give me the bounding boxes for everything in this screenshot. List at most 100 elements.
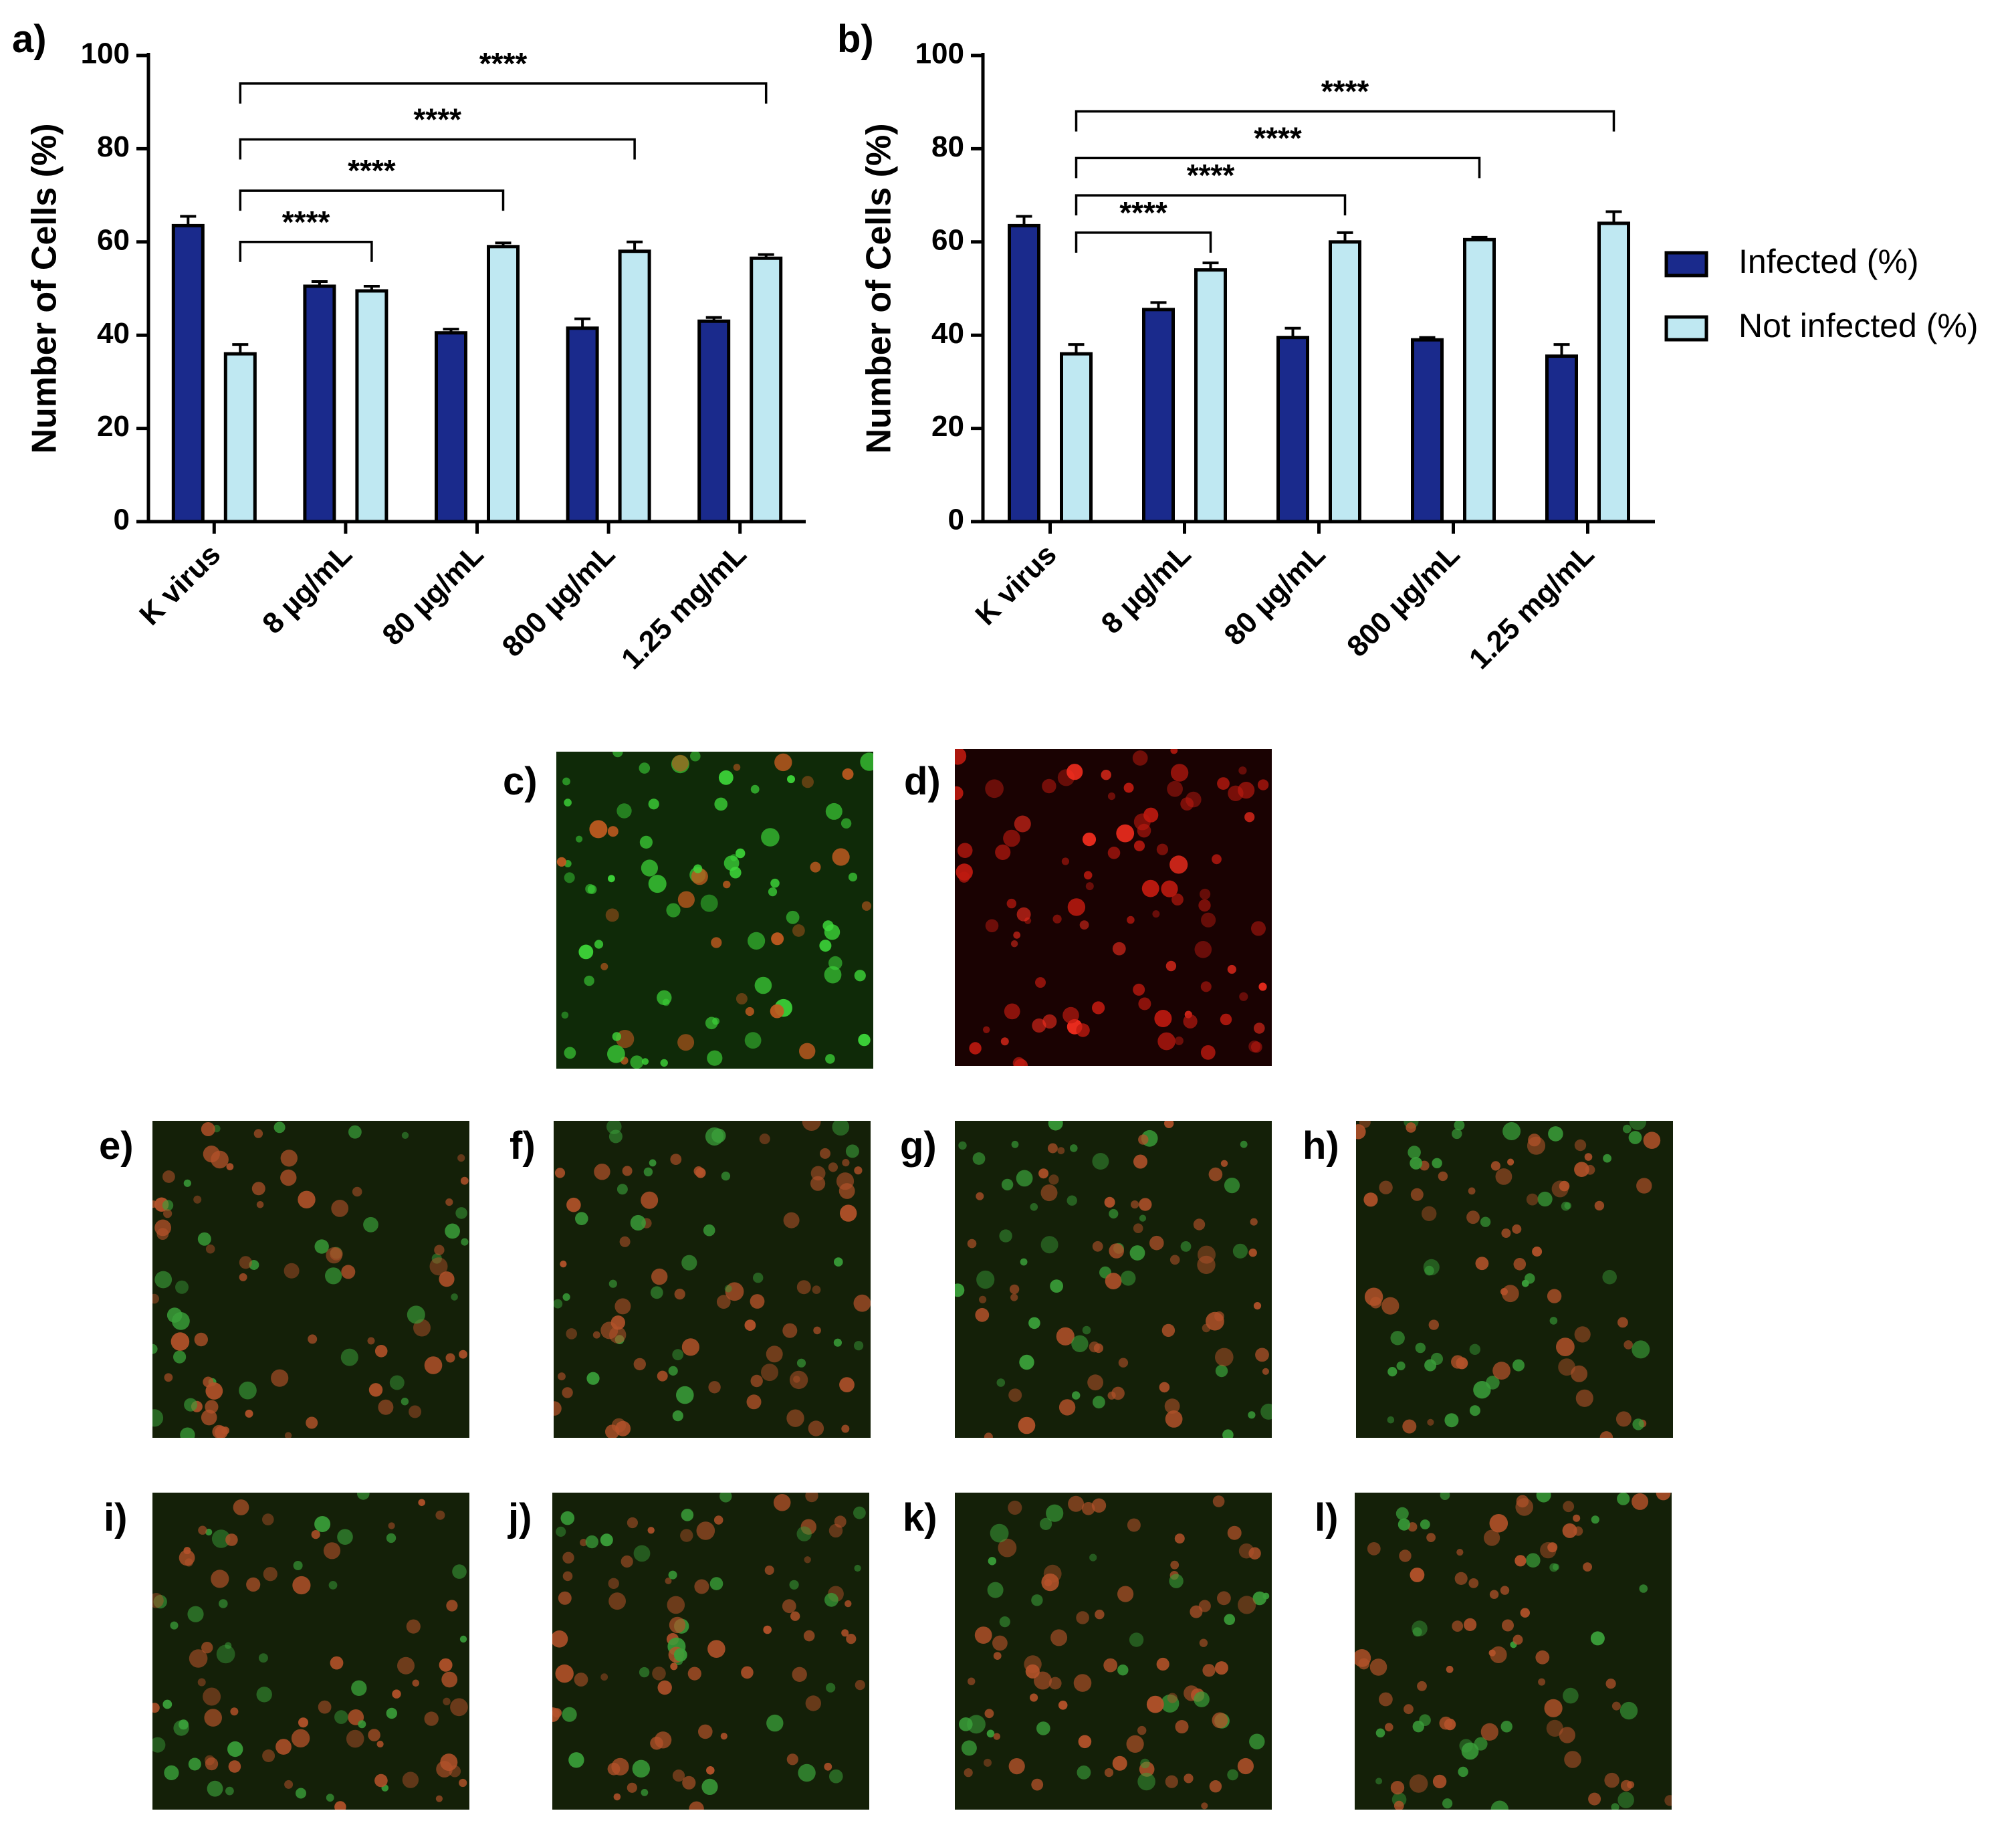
cell-dot xyxy=(246,1577,261,1592)
cell-dot xyxy=(253,1129,263,1138)
cell-dot xyxy=(1170,749,1178,754)
cell-dot xyxy=(1186,791,1202,808)
cell-dot xyxy=(291,1729,310,1747)
cell-dot xyxy=(346,1729,364,1748)
cell-dot xyxy=(627,1517,638,1529)
cell-dot xyxy=(774,753,792,772)
cell-dot xyxy=(959,1717,973,1731)
cell-dot xyxy=(690,752,701,762)
cell-dot xyxy=(630,1055,644,1069)
cell-dot xyxy=(562,1571,573,1582)
micrograph-label: f) xyxy=(510,1124,536,1168)
cell-dot xyxy=(1105,1273,1122,1289)
significance-bracket xyxy=(239,241,373,262)
cell-dot xyxy=(429,1257,448,1276)
cell-dot xyxy=(1248,1547,1261,1560)
cell-dot xyxy=(1014,815,1031,833)
cell-dot xyxy=(720,1733,727,1740)
cell-dot xyxy=(609,1326,627,1344)
cell-dot xyxy=(1012,1057,1025,1066)
cell-dot xyxy=(730,867,742,879)
cell-dot xyxy=(1390,1781,1405,1795)
significance-label: **** xyxy=(413,102,461,136)
cell-dot xyxy=(808,1420,824,1436)
cell-dot xyxy=(1073,1674,1092,1692)
cell-dot xyxy=(854,1341,864,1351)
cell-dot xyxy=(668,1366,678,1376)
cell-dot xyxy=(1200,1045,1216,1060)
cell-dot xyxy=(1208,1167,1223,1182)
cell-dot xyxy=(409,1405,422,1418)
cell-dot xyxy=(162,1170,175,1183)
bar-infected xyxy=(303,284,336,524)
cell-dot xyxy=(829,1769,843,1784)
cell-dot xyxy=(1250,1218,1258,1226)
panel-label-a: a) xyxy=(12,17,47,61)
cell-dot xyxy=(1164,1121,1174,1128)
y-axis-title: Number of Cells (%) xyxy=(25,123,64,453)
cell-dot xyxy=(562,777,570,786)
cell-dot xyxy=(1078,1735,1092,1749)
bar-infected xyxy=(1142,308,1175,524)
cell-dot xyxy=(696,1521,715,1540)
y-tick-label: 60 xyxy=(931,223,964,256)
cell-dot xyxy=(1420,1519,1430,1529)
cell-dot xyxy=(562,1551,574,1564)
micrograph-cells xyxy=(959,1495,1270,1810)
cell-dot xyxy=(617,1184,628,1195)
cell-dot xyxy=(328,1581,338,1590)
cell-dot xyxy=(1220,1160,1228,1167)
cell-dot xyxy=(314,1516,331,1532)
cell-dot xyxy=(1584,1153,1593,1161)
cell-dot xyxy=(1109,1243,1124,1259)
cell-dot xyxy=(813,1326,821,1335)
micrograph-label: h) xyxy=(1303,1124,1339,1168)
cell-dot xyxy=(1116,824,1135,843)
cell-dot xyxy=(1146,1695,1164,1713)
cell-dot xyxy=(1067,898,1086,916)
cell-dot xyxy=(792,924,805,937)
cell-dot xyxy=(1500,1288,1508,1295)
cell-dot xyxy=(861,901,872,911)
cell-dot xyxy=(461,1238,469,1246)
cell-dot xyxy=(1387,1367,1397,1377)
cell-dot xyxy=(443,1697,451,1705)
cell-dot xyxy=(402,1772,419,1788)
cell-dot xyxy=(323,1542,341,1560)
cell-dot xyxy=(992,1635,1008,1651)
cell-dot xyxy=(832,848,850,866)
cell-dot xyxy=(1563,1687,1579,1704)
cell-dot xyxy=(318,1700,332,1714)
cell-dot xyxy=(1170,1560,1180,1570)
cell-dot xyxy=(1112,1755,1127,1771)
cell-dot xyxy=(641,1058,649,1065)
cell-dot xyxy=(1369,1297,1382,1309)
cell-dot xyxy=(580,1539,588,1547)
cell-dot xyxy=(1629,1121,1646,1130)
bar-not-infected xyxy=(1194,268,1227,524)
cell-dot xyxy=(230,1707,239,1716)
cell-dot xyxy=(824,924,841,940)
cell-dot xyxy=(611,1757,629,1776)
cell-dot xyxy=(1137,823,1151,838)
cell-dot xyxy=(455,1207,467,1219)
cell-dot xyxy=(1526,1553,1541,1568)
cell-dot xyxy=(273,1121,286,1134)
cell-dot xyxy=(987,1582,1004,1598)
cell-dot xyxy=(1238,1543,1254,1559)
cell-dot xyxy=(451,1293,458,1301)
cell-dot xyxy=(156,1228,169,1240)
cell-dot xyxy=(1112,942,1126,956)
cell-dot xyxy=(1157,1032,1175,1051)
cell-dot xyxy=(1067,1195,1077,1206)
cell-dot xyxy=(552,1708,562,1718)
cell-dot xyxy=(1048,1677,1062,1690)
cell-dot xyxy=(1500,1586,1510,1595)
cell-dot xyxy=(1409,1774,1428,1793)
cell-dot xyxy=(1068,1495,1085,1512)
cell-dot xyxy=(1262,1368,1269,1375)
cell-dot xyxy=(1486,1376,1500,1390)
cell-dot xyxy=(607,826,619,837)
category-label: 1.25 mg/mL xyxy=(615,538,753,675)
cell-dot xyxy=(188,1757,201,1771)
